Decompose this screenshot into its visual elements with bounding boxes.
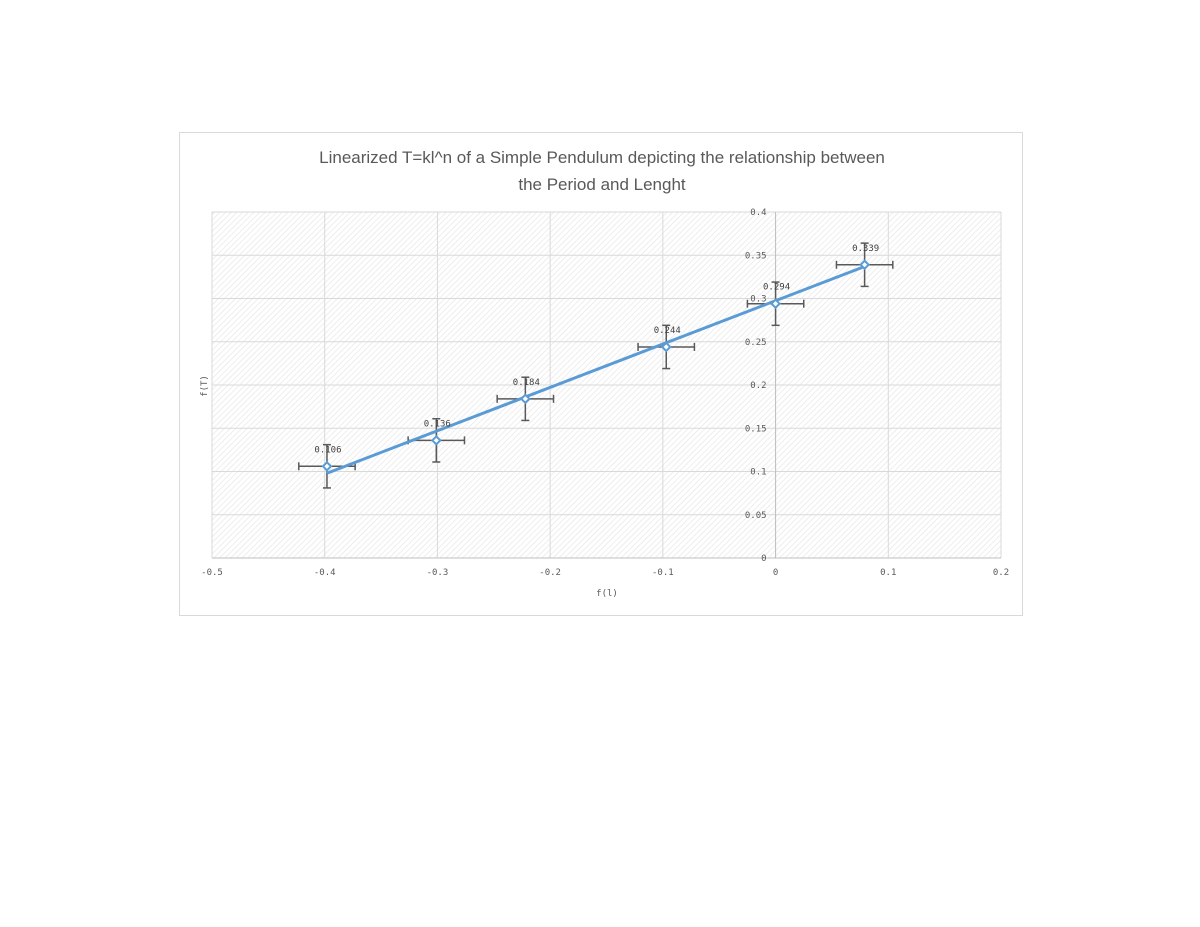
- x-tick-label: 0.2: [993, 568, 1009, 578]
- data-label: 0.244: [654, 326, 681, 336]
- x-tick-label: -0.2: [539, 568, 561, 578]
- x-tick-label: -0.4: [314, 568, 336, 578]
- x-tick-label: -0.1: [652, 568, 674, 578]
- tick-labels: -0.5 -0.4 -0.3 -0.2 -0.1 0 0.1 0.200.050.10.150…: [201, 208, 1009, 578]
- x-tick-label: -0.5: [201, 568, 223, 578]
- data-point: [770, 298, 781, 310]
- grid-lines: [211, 211, 1002, 559]
- data-point: [859, 259, 871, 271]
- y-tick-label: 0.35: [745, 251, 767, 261]
- chart-container: Linearized T=kl^n of a Simple Pendulum d…: [179, 132, 1023, 616]
- x-tick-label: 0.1: [880, 568, 896, 578]
- y-tick-label: 0.2: [750, 381, 766, 391]
- y-tick-label: 0.25: [745, 338, 767, 348]
- y-tick-label: 0.1: [750, 468, 766, 478]
- x-axis-title: f(l): [596, 589, 618, 599]
- chart-title-line-1: Linearized T=kl^n of a Simple Pendulum d…: [319, 148, 885, 167]
- y-axis-title: f(T): [200, 375, 210, 397]
- data-point: [321, 460, 333, 472]
- y-tick-label: 0.4: [750, 208, 766, 218]
- chart-svg: Linearized T=kl^n of a Simple Pendulum d…: [200, 148, 1009, 599]
- data-markers: [321, 259, 871, 472]
- data-point: [519, 393, 531, 405]
- chart-title-line-2: the Period and Lenght: [518, 175, 686, 194]
- x-tick-label: 0: [773, 568, 778, 578]
- data-label: 0.184: [513, 378, 540, 388]
- y-tick-label: 0.05: [745, 511, 767, 521]
- data-point: [660, 341, 672, 353]
- data-label: 0.106: [314, 445, 341, 455]
- data-label: 0.294: [763, 283, 790, 293]
- data-label: 0.339: [852, 244, 879, 254]
- data-labels: 0.106 0.136 0.184 0.244 0.294 0.339: [314, 244, 879, 456]
- y-tick-label: 0.15: [745, 424, 767, 434]
- data-point: [430, 434, 442, 446]
- y-tick-label: 0.3: [750, 295, 766, 305]
- x-tick-label: -0.3: [427, 568, 449, 578]
- y-tick-label: 0: [761, 554, 766, 564]
- data-label: 0.136: [424, 419, 451, 429]
